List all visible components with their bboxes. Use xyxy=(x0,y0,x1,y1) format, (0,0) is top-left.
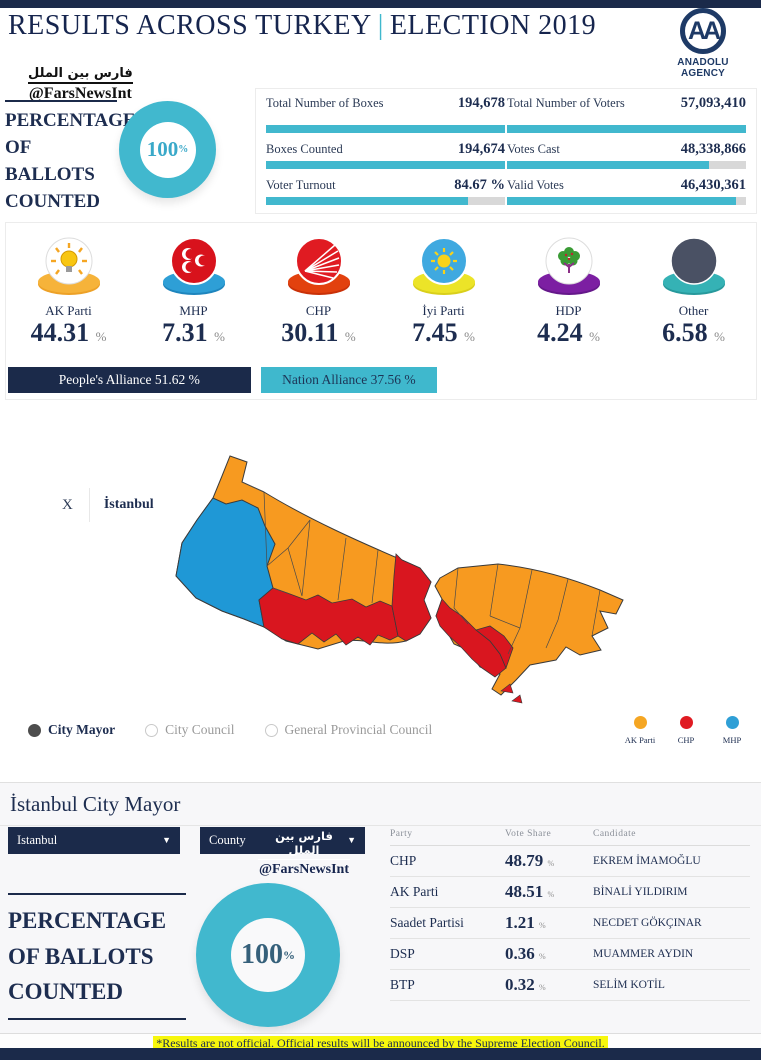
table-header: Party Vote Share Candidate xyxy=(390,829,750,846)
table-row: Saadet Partisi 1.21 % NECDET GÖKÇINAR xyxy=(390,908,750,939)
donut-value: 100 xyxy=(241,939,283,970)
ballots-counted-block: PERCENTAGE OF BALLOTS COUNTED xyxy=(5,100,136,224)
map-legend: AK Parti CHP MHP xyxy=(617,716,755,745)
party-hdp: HDP 4.24 % xyxy=(506,235,631,348)
anadolu-agency-logo: AA ANADOLU AGENCY xyxy=(655,8,751,79)
ballots-donut-bottom: 100% xyxy=(196,883,340,1027)
ballots-counted-label: PERCENTAGE OF BALLOTS COUNTED xyxy=(8,908,167,1005)
donut-unit: % xyxy=(178,144,189,155)
ballots-counted-block: PERCENTAGE OF BALLOTS COUNTED xyxy=(8,893,186,1020)
legend-mhp: MHP xyxy=(709,716,755,745)
agency-name: ANADOLU AGENCY xyxy=(677,57,729,79)
radio-city-mayor[interactable]: City Mayor xyxy=(28,722,115,738)
progress-bar xyxy=(507,125,746,133)
table-row: BTP 0.32 % SELİM KOTİL xyxy=(390,970,750,1001)
legend-ak-parti: AK Parti xyxy=(617,716,663,745)
radio-unselected-icon xyxy=(264,723,278,737)
progress-bar xyxy=(266,197,505,205)
province-dropdown[interactable]: Istanbul ▼ xyxy=(8,827,180,854)
party-ak-parti: AK Parti 44.31 % xyxy=(6,235,131,348)
progress-bar xyxy=(507,161,746,169)
donut-value: 100 xyxy=(146,137,179,161)
rule-top xyxy=(5,100,117,102)
stat-boxes-counted: Boxes Counted 194,674 xyxy=(266,141,505,169)
stat-total-boxes: Total Number of Boxes 194,678 xyxy=(266,95,505,133)
chp-rays-logo-icon xyxy=(287,237,350,295)
rule-bottom xyxy=(8,1017,186,1020)
radio-unselected-icon xyxy=(145,723,159,737)
watermark-arabic: فارس بين الملل xyxy=(258,829,350,860)
title-divider: | xyxy=(377,10,384,41)
ak-parti-lightbulb-logo-icon xyxy=(37,237,100,295)
rule-top xyxy=(8,893,186,895)
radio-selected-icon xyxy=(28,723,41,737)
istanbul-districts-map[interactable] xyxy=(168,448,638,713)
top-navy-bar xyxy=(0,0,761,8)
title-part1: RESULTS ACROSS TURKEY xyxy=(8,10,372,41)
watermark: فارس بين الملل @FarsNewsInt xyxy=(28,64,133,103)
section-title: İstanbul City Mayor xyxy=(0,783,761,826)
stat-valid-votes: Valid Votes 46,430,361 xyxy=(507,177,746,205)
map-province-header: X İstanbul xyxy=(52,488,154,522)
table-row: AK Parti 48.51 % BİNALİ YILDIRIM xyxy=(390,877,750,908)
radio-general-provincial-council[interactable]: General Provincial Council xyxy=(264,722,432,738)
stats-col-right: Total Number of Voters 57,093,410 Votes … xyxy=(507,95,746,213)
party-row: AK Parti 44.31 % MHP 7.31 % xyxy=(6,223,756,348)
party-mhp: MHP 7.31 % xyxy=(131,235,256,348)
national-stats-panel: Total Number of Boxes 194,678 Boxes Coun… xyxy=(255,88,757,214)
watermark-handle: @FarsNewsInt xyxy=(28,85,132,102)
watermark: فارس بين الملل @FarsNewsInt xyxy=(258,829,350,878)
istanbul-city-mayor-section: İstanbul City Mayor Istanbul ▼ County ▼ … xyxy=(0,782,761,1035)
bottom-navy-bar xyxy=(0,1048,761,1060)
mayor-results-table: Party Vote Share Candidate CHP 48.79 % E… xyxy=(390,829,750,1001)
ballots-counted-label: PERCENTAGE OF BALLOTS COUNTED xyxy=(5,110,136,212)
nation-alliance-bar: Nation Alliance 37.56 % xyxy=(260,367,438,393)
hdp-tree-logo-icon xyxy=(537,237,600,295)
legend-dot-icon xyxy=(679,716,693,729)
mhp-crescents-logo-icon xyxy=(162,237,225,295)
chevron-down-icon: ▼ xyxy=(347,835,356,845)
legend-dot-icon xyxy=(725,716,739,729)
progress-bar xyxy=(266,161,505,169)
party-results-panel: AK Parti 44.31 % MHP 7.31 % xyxy=(5,222,757,400)
county-dropdown[interactable]: County ▼ فارس بين الملل @FarsNewsInt xyxy=(200,827,365,877)
progress-bar xyxy=(507,197,746,205)
radio-city-council[interactable]: City Council xyxy=(145,722,235,738)
istanbul-map-panel: X İstanbul City Mayor xyxy=(0,400,761,775)
watermark-handle: @FarsNewsInt xyxy=(258,861,349,877)
watermark-arabic: فارس بين الملل xyxy=(28,66,133,84)
stat-voter-turnout: Voter Turnout 84.67 % xyxy=(266,177,505,205)
disclaimer-text: *Results are not official. Official resu… xyxy=(153,1036,608,1051)
table-row: CHP 48.79 % EKREM İMAMOĞLU xyxy=(390,846,750,877)
party-iyi-parti: İyi Parti 7.45 % xyxy=(381,235,506,348)
party-chp: CHP 30.11 % xyxy=(256,235,381,348)
footer-disclaimer: *Results are not official. Official resu… xyxy=(0,1033,761,1051)
chevron-down-icon: ▼ xyxy=(162,835,171,845)
page-title: RESULTS ACROSS TURKEY | ELECTION 2019 xyxy=(8,8,648,45)
table-row: DSP 0.36 % MUAMMER AYDIN xyxy=(390,939,750,970)
ballots-donut-top: 100% xyxy=(119,101,216,198)
alliance-bars: People's Alliance 51.62 % Nation Allianc… xyxy=(8,367,478,393)
legend-dot-icon xyxy=(633,716,647,729)
legend-chp: CHP xyxy=(663,716,709,745)
close-x-button[interactable]: X xyxy=(62,496,73,513)
stat-votes-cast: Votes Cast 48,338,866 xyxy=(507,141,746,169)
divider xyxy=(88,488,90,522)
iyi-parti-sun-logo-icon xyxy=(412,237,475,295)
map-mode-radios: City Mayor City Council General Provinci… xyxy=(28,722,462,738)
other-circle-icon xyxy=(662,237,725,295)
province-label: İstanbul xyxy=(103,497,154,512)
progress-bar xyxy=(266,125,505,133)
title-part2: ELECTION 2019 xyxy=(389,10,597,41)
stat-total-voters: Total Number of Voters 57,093,410 xyxy=(507,95,746,133)
peoples-alliance-bar: People's Alliance 51.62 % xyxy=(8,367,251,393)
donut-unit: % xyxy=(283,947,295,962)
aa-logo-icon: AA xyxy=(680,8,726,54)
party-other: Other 6.58 % xyxy=(631,235,756,348)
stats-col-left: Total Number of Boxes 194,678 Boxes Coun… xyxy=(266,95,505,213)
